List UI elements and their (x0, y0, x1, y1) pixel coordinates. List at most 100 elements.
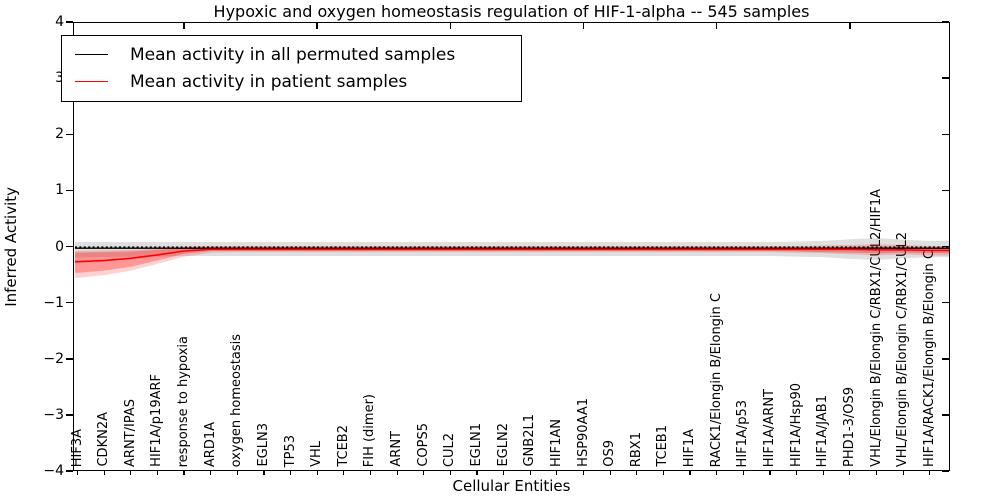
x-tick-label: ARNT (389, 431, 405, 467)
x-tick-mark-bottom (609, 471, 611, 475)
x-tick-label: EGLN2 (495, 423, 511, 467)
x-tick-label: ARD1A (202, 421, 218, 467)
y-tick-mark-left (66, 414, 73, 416)
y-tick-label: −2 (43, 350, 64, 367)
y-tick-label: 2 (55, 126, 64, 143)
y-tick-label: −4 (43, 463, 64, 479)
x-tick-mark-bottom (822, 471, 824, 475)
y-tick-mark-right (941, 245, 949, 248)
y-tick-mark-right (941, 414, 949, 416)
x-tick-mark-bottom (742, 471, 744, 475)
legend: Mean activity in all permuted samples Mea… (61, 35, 522, 102)
x-tick-mark-bottom (875, 471, 878, 475)
x-tick-label: EGLN3 (255, 423, 271, 467)
x-tick-mark-bottom (343, 471, 345, 475)
x-tick-mark-bottom (476, 471, 478, 475)
x-tick-mark-bottom (210, 471, 212, 475)
x-tick-mark-bottom (103, 471, 105, 475)
x-tick-mark-bottom (503, 471, 505, 475)
y-tick-mark-left (66, 470, 73, 472)
x-tick-label: VHL/Elongin B/Elongin C/RBX1/CUL2 (895, 231, 911, 467)
x-tick-mark-bottom (263, 471, 265, 475)
x-tick-label: HIF1A (682, 428, 698, 467)
x-tick-mark-bottom (529, 471, 531, 475)
x-tick-label: PHD1-3/OS9 (841, 387, 857, 467)
x-tick-mark-bottom (716, 471, 718, 475)
x-tick-label: TCEB1 (655, 425, 671, 467)
x-tick-label: EGLN1 (469, 423, 484, 467)
x-tick-mark-bottom (156, 471, 158, 475)
x-tick-label: oxygen homeostasis (229, 333, 245, 467)
y-tick-label: 3 (55, 70, 64, 87)
chart-title: Hypoxic and oxygen homeostasis regulatio… (213, 2, 810, 21)
y-tick-mark-left (66, 358, 73, 360)
x-tick-mark-bottom (423, 471, 425, 475)
x-tick-mark-bottom (289, 471, 292, 475)
y-tick-label: −1 (43, 294, 64, 311)
x-tick-label: HIF3A (69, 428, 85, 467)
legend-entry: Mean activity in all permuted samples (62, 41, 521, 68)
y-tick-mark-left (66, 21, 73, 23)
x-tick-mark-bottom (396, 471, 398, 475)
x-tick-label: response to hypoxia (176, 335, 192, 467)
y-tick-mark-left (66, 301, 73, 304)
x-major-tick-top (849, 22, 851, 29)
x-major-tick-top (715, 22, 718, 29)
x-tick-label: RBX1 (628, 431, 644, 467)
x-tick-mark-bottom (929, 471, 931, 475)
x-tick-mark-bottom (316, 471, 318, 475)
x-tick-label: HIF1A/p19ARF (149, 374, 165, 467)
x-tick-label: VHL (309, 441, 325, 467)
legend-line-sample (75, 54, 108, 55)
y-tick-mark-right (941, 358, 949, 360)
x-tick-mark-bottom (902, 471, 904, 475)
x-tick-mark-bottom (369, 471, 372, 475)
legend-entry: Mean activity in patient samples (62, 68, 521, 95)
x-tick-mark-bottom (796, 471, 798, 475)
x-major-tick-top (582, 22, 585, 29)
x-tick-label: OS9 (602, 440, 618, 467)
x-tick-label: ARNT/IPAS (122, 399, 138, 467)
y-tick-mark-right (941, 133, 949, 135)
y-tick-label: 1 (55, 182, 64, 199)
x-tick-label: HSP90AA1 (575, 398, 591, 467)
x-tick-label: CDKN2A (96, 412, 112, 467)
x-tick-mark-bottom (556, 471, 558, 475)
y-tick-mark-right (941, 77, 949, 79)
y-tick-mark-right (941, 470, 949, 472)
y-tick-label: −3 (43, 406, 64, 423)
y-tick-mark-right (941, 21, 949, 23)
x-tick-label: VHL/Elongin B/Elongin C/RBX1/CUL2/HIF1A (868, 189, 884, 467)
x-tick-mark-bottom (689, 471, 691, 475)
x-tick-mark-bottom (769, 471, 771, 475)
x-tick-mark-bottom (636, 471, 638, 475)
x-tick-label: GNB2L1 (522, 414, 538, 467)
y-tick-label: 0 (55, 238, 64, 255)
x-tick-label: RACK1/Elongin B/Elongin C (708, 292, 724, 467)
y-tick-mark-left (66, 189, 73, 192)
y-tick-mark-right (941, 301, 949, 304)
x-tick-label: HIF1A/ARNT (761, 388, 777, 467)
y-tick-mark-right (941, 189, 949, 192)
x-tick-mark-bottom (449, 471, 451, 475)
x-tick-label: FIH (dimer) (362, 393, 378, 467)
x-tick-mark-bottom (582, 471, 585, 475)
y-tick-mark-left (66, 133, 73, 135)
x-tick-label: TP53 (282, 434, 298, 467)
x-tick-label: CUL2 (442, 432, 458, 467)
legend-line-sample (75, 81, 108, 82)
x-tick-label: HIF1A/JAB1 (815, 394, 831, 467)
x-major-tick-top (449, 22, 452, 29)
y-tick-mark-left (66, 245, 73, 248)
x-tick-label: COPS5 (415, 423, 431, 467)
x-tick-mark-bottom (849, 471, 851, 475)
x-axis-label: Cellular Entities (452, 477, 571, 495)
x-tick-mark-bottom (76, 471, 79, 475)
x-tick-mark-bottom (183, 471, 185, 475)
legend-entry-label: Mean activity in patient samples (130, 71, 408, 92)
x-tick-label: HIF1AN (548, 419, 564, 467)
x-tick-mark-bottom (662, 471, 665, 475)
x-tick-label: HIF1A/RACK1/Elongin B/Elongin C (921, 250, 937, 467)
x-major-tick-top (183, 22, 185, 29)
y-tick-label: 4 (55, 14, 64, 30)
